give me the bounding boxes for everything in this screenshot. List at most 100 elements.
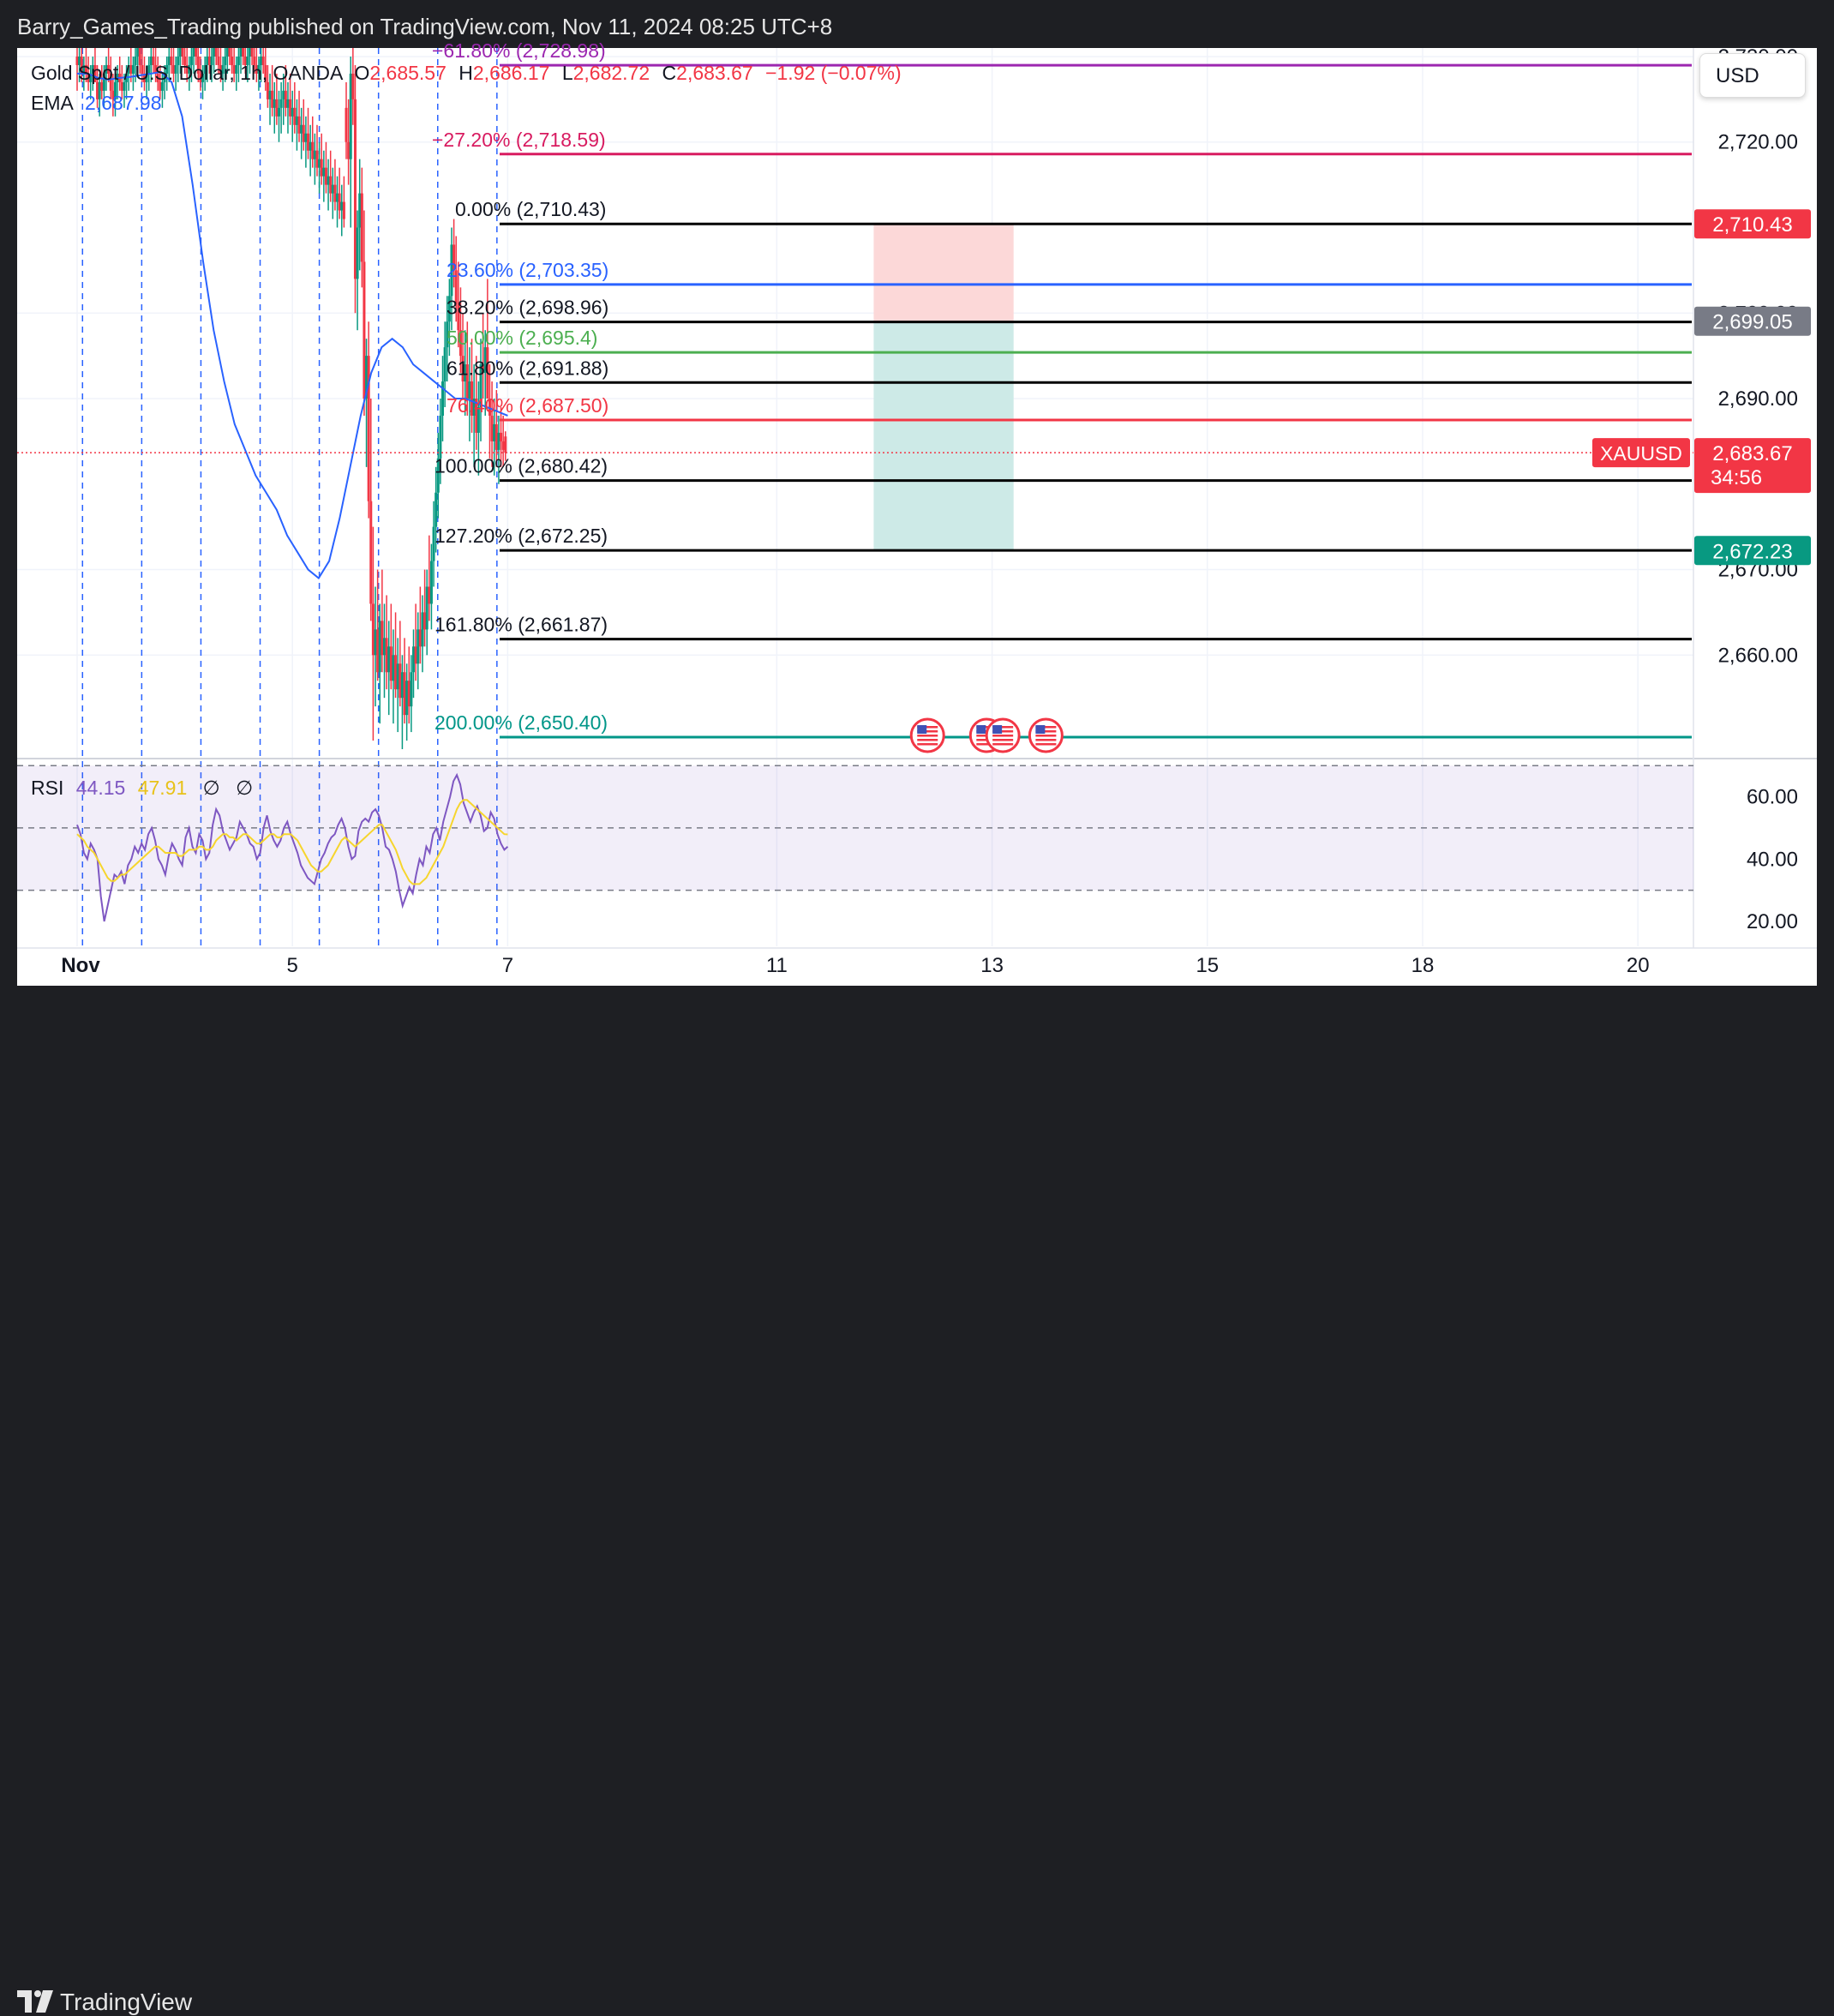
candle-body — [378, 621, 381, 673]
candle — [405, 663, 409, 741]
candle-body — [78, 56, 81, 65]
candle — [349, 56, 352, 228]
candle — [450, 227, 453, 331]
candle-body — [363, 261, 366, 399]
candle — [210, 48, 213, 82]
flag-canton — [1035, 725, 1046, 734]
candles — [75, 48, 507, 750]
candle-body — [123, 81, 126, 91]
candle — [206, 48, 209, 82]
candle — [311, 116, 315, 168]
candle — [407, 646, 411, 724]
candle — [111, 73, 115, 117]
candle-body — [500, 432, 503, 441]
candle-body — [486, 347, 489, 399]
fib-level-label: 161.80% (2,661.87) — [435, 614, 608, 636]
candle — [479, 339, 482, 441]
candle — [219, 48, 222, 82]
candle-body — [446, 321, 449, 348]
candle — [279, 81, 283, 134]
flag-stripe — [917, 743, 938, 746]
ema-line — [77, 70, 508, 580]
flag-stripe — [1035, 735, 1057, 737]
candle-body — [333, 184, 337, 202]
candle-body — [189, 56, 193, 65]
candle — [228, 48, 231, 65]
candle-body — [196, 56, 200, 74]
candle — [347, 99, 351, 185]
flag-canton — [992, 725, 1003, 734]
candle-body — [412, 646, 415, 673]
candle — [260, 48, 263, 82]
candle — [304, 116, 308, 168]
fib-level-label: 127.20% (2,672.25) — [435, 525, 608, 547]
low-value: 2,682.72 — [572, 62, 650, 84]
currency-button[interactable]: USD — [1699, 53, 1806, 98]
candle-body — [195, 48, 198, 57]
candle — [192, 48, 195, 74]
candle-body — [96, 81, 99, 99]
candle — [486, 279, 489, 399]
candle-body — [232, 64, 236, 74]
candle-body — [250, 48, 254, 57]
price-tag-bg — [1694, 306, 1811, 336]
flag-stripe — [1035, 739, 1057, 741]
candle-body — [206, 56, 209, 65]
flag-stripe — [917, 730, 938, 733]
rsi-axis-label: 20.00 — [1747, 910, 1798, 933]
fib-level-label: 200.00% (2,650.40) — [435, 711, 608, 734]
candle — [425, 569, 429, 656]
candle-body — [291, 107, 294, 117]
candle — [98, 73, 101, 117]
candle — [454, 236, 458, 322]
candle-body — [493, 423, 496, 441]
candle — [472, 364, 476, 467]
candle — [461, 313, 464, 399]
candle-body — [111, 90, 115, 99]
fib-level-label: 0.00% (2,710.43) — [455, 198, 606, 220]
candle-body — [371, 603, 375, 656]
candle — [331, 167, 334, 219]
candle-body — [327, 176, 330, 185]
candle-body — [464, 364, 467, 382]
time-axis-label: 15 — [1196, 954, 1219, 977]
candle — [374, 586, 377, 707]
candle — [261, 48, 265, 74]
candle-body — [147, 64, 151, 74]
price-tag-value: 2,683.67 — [1712, 442, 1792, 465]
economic-events — [909, 717, 1064, 753]
candle-body — [145, 73, 148, 82]
fib-level-label: 76.40% (2,687.50) — [447, 394, 608, 417]
candle — [170, 48, 173, 74]
candle — [246, 48, 249, 82]
candle — [291, 90, 294, 142]
candle-body — [82, 64, 86, 74]
candle — [80, 48, 83, 82]
symbol-name: Gold Spot / U.S. Dollar, 1h, OANDA — [31, 62, 343, 84]
candle — [500, 406, 503, 467]
candle-body — [278, 107, 280, 117]
candle — [102, 64, 105, 108]
candle-body — [447, 296, 451, 322]
time-axis-label: Nov — [61, 954, 100, 977]
candle-body — [199, 73, 202, 82]
candle — [189, 48, 193, 82]
chart-svg[interactable]: −61.80% (2,728.98) −27.20% (2,718.59) 0.00… — [0, 0, 1834, 1047]
candle-body — [360, 193, 363, 262]
candle — [418, 586, 422, 664]
candle-body — [439, 415, 442, 459]
candle-body — [421, 612, 424, 647]
candle — [109, 56, 112, 99]
candle — [342, 176, 345, 228]
candle — [300, 107, 303, 159]
candle-body — [501, 441, 505, 450]
candle — [136, 48, 140, 74]
candle — [458, 287, 462, 374]
candle — [201, 64, 205, 99]
candle-body — [210, 56, 213, 65]
rsi-axis-label: 40.00 — [1747, 848, 1798, 871]
candle — [428, 535, 431, 621]
candle — [75, 48, 79, 91]
candle — [255, 48, 258, 82]
